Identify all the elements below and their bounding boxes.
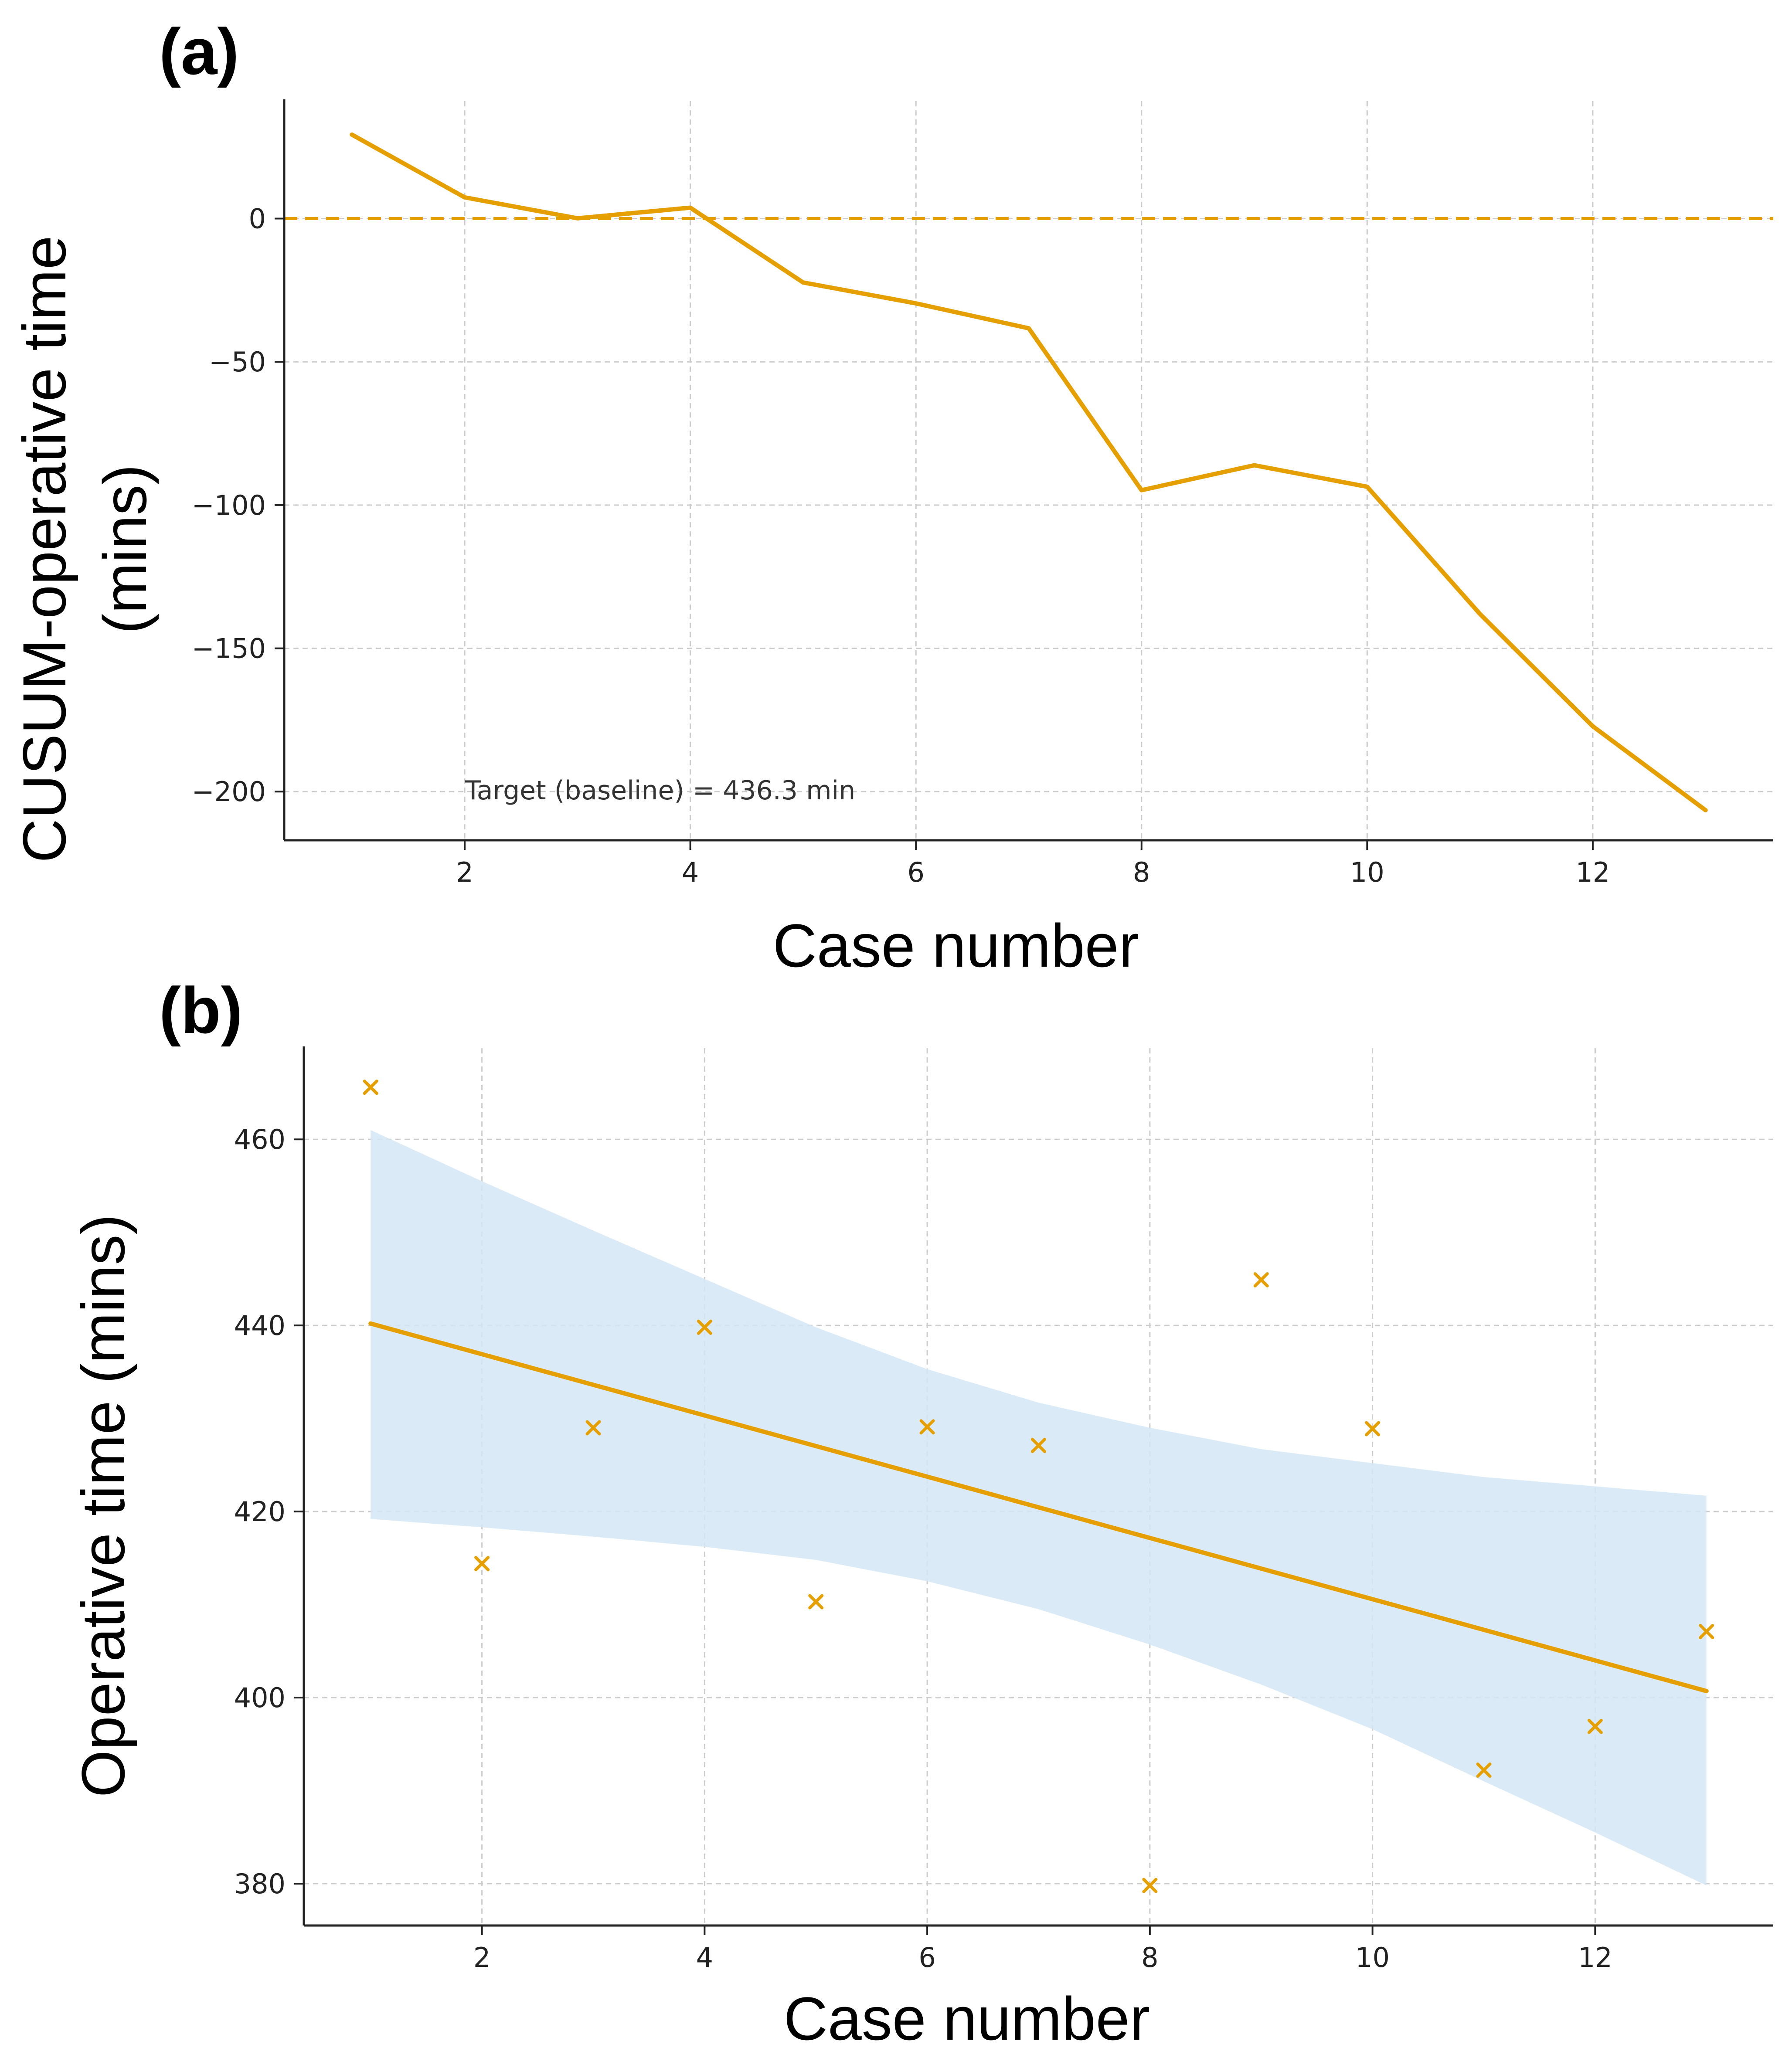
panel-b-regression-line-group — [368, 1321, 1709, 1694]
panel-a-axes — [283, 99, 1773, 842]
panel-a-x-ticks: 2 4 6 8 10 12 — [456, 840, 1610, 888]
panel-b-regression-line — [368, 1321, 1709, 1694]
panel-b-x-tick-label: 4 — [696, 1942, 713, 1973]
panel-b-points — [363, 1080, 1714, 1893]
panel-b-y-tick-label: 380 — [234, 1868, 286, 1900]
panel-b-x-tick-label: 12 — [1578, 1942, 1612, 1973]
panel-a-x-tick-label: 12 — [1575, 856, 1610, 888]
panel-b-data-point — [1699, 1623, 1714, 1639]
panel-b-x-tick-label: 8 — [1141, 1942, 1158, 1973]
panel-b: (b) 2 4 6 8 10 12 380 400 420 440 460 Case number… — [69, 974, 1773, 2053]
panel-a-label: (a) — [159, 15, 239, 88]
panel-b-x-tick-label: 6 — [918, 1942, 935, 1973]
panel-a-x-tick-label: 6 — [907, 856, 924, 888]
panel-a-y-tick-label: −150 — [192, 633, 266, 665]
panel-b-x-tick-label: 10 — [1355, 1942, 1390, 1973]
panel-b-y-tick-label: 460 — [234, 1124, 286, 1155]
panel-a-y-tick-label: 0 — [249, 203, 266, 235]
panel-b-data-point — [919, 1419, 935, 1435]
panel-b-x-axis-title: Case number — [784, 1984, 1150, 2053]
panel-a-y-ticks: 0 −50 −100 −150 −200 — [192, 203, 284, 808]
panel-b-data-point — [1587, 1718, 1603, 1734]
panel-b-y-axis-title: Operative time (mins) — [69, 1214, 137, 1797]
panel-a-annotation: Target (baseline) = 436.3 min — [465, 775, 855, 806]
panel-b-label: (b) — [159, 974, 243, 1047]
panel-b-y-tick-label: 440 — [234, 1310, 286, 1341]
panel-b-data-point — [697, 1319, 712, 1335]
panel-a-x-tick-label: 4 — [682, 856, 699, 888]
panel-b-data-point — [1253, 1272, 1269, 1288]
panel-b-x-tick-label: 2 — [473, 1942, 490, 1973]
panel-a-y-tick-label: −50 — [209, 346, 266, 378]
panel-b-y-ticks: 380 400 420 440 460 — [234, 1124, 304, 1900]
panel-b-data-point — [1365, 1421, 1381, 1437]
panel-b-y-tick-label: 400 — [234, 1682, 286, 1714]
panel-a-x-axis-title: Case number — [773, 911, 1139, 980]
panel-a-y-tick-label: −200 — [192, 776, 266, 808]
panel-a: (a) 2 4 6 8 10 12 0 −50 −100 −150 −200 Target (ba… — [10, 15, 1773, 980]
panel-b-axes — [303, 1046, 1773, 1927]
panel-a-x-tick-label: 8 — [1133, 856, 1150, 888]
panel-a-series-line — [350, 132, 1708, 812]
panel-a-x-tick-label: 10 — [1350, 856, 1384, 888]
panel-b-data-point — [1142, 1878, 1158, 1893]
panel-a-y-axis-title-line1: CUSUM-operative time — [10, 235, 78, 863]
panel-a-y-tick-label: −100 — [192, 489, 266, 521]
panel-b-data-point — [585, 1420, 601, 1436]
panel-b-data-point — [363, 1080, 378, 1095]
panel-b-x-ticks: 2 4 6 8 10 12 — [473, 1926, 1612, 1973]
panel-a-y-axis-title-line2: (mins) — [91, 465, 159, 634]
panel-a-x-tick-label: 2 — [456, 856, 473, 888]
panel-b-data-point — [1476, 1763, 1492, 1778]
panel-a-series — [350, 132, 1708, 812]
panel-b-data-point — [1031, 1438, 1046, 1454]
panel-b-data-point — [808, 1594, 824, 1610]
panel-b-y-tick-label: 420 — [234, 1496, 286, 1528]
panel-b-data-point — [474, 1556, 490, 1572]
